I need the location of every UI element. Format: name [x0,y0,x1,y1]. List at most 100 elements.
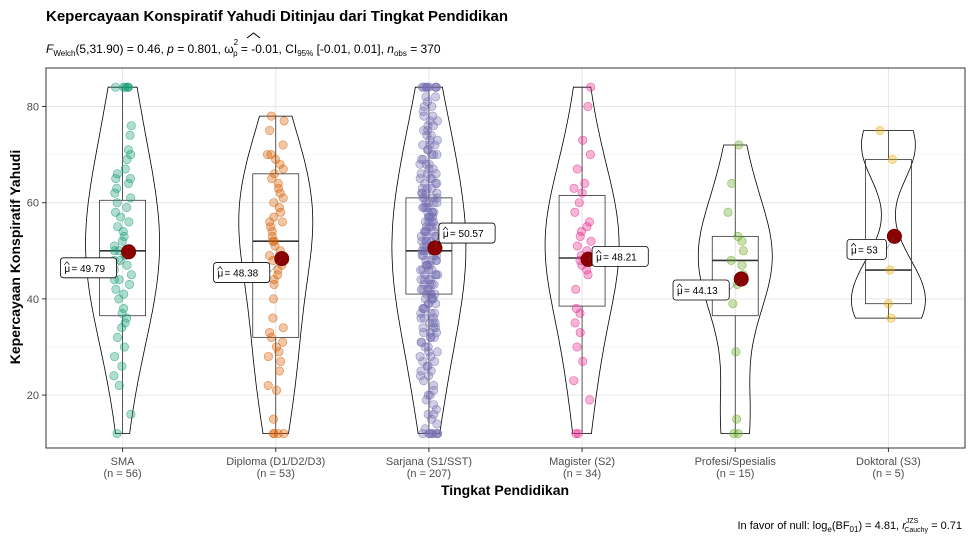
data-point [274,366,284,376]
data-point [418,323,428,333]
y-tick-label: 20 [27,390,39,402]
data-point [124,178,134,188]
x-tick-count: (n = 53) [257,468,295,480]
data-point [111,82,121,92]
data-point [419,328,429,338]
data-point [569,183,579,193]
data-point [430,356,440,366]
data-point [421,198,431,208]
data-point [266,150,276,160]
data-point [114,380,124,390]
data-point [120,318,130,328]
bayes-caption: In favor of null: loge(BF01) = 4.81, rJZ… [737,518,962,534]
data-point [268,414,278,424]
group-1: μ = 49.79 SMA(n = 56) [59,82,161,480]
data-point [875,126,885,136]
data-point [117,323,127,333]
data-point [421,395,431,405]
data-point [114,294,124,304]
data-point [265,126,275,136]
data-point [110,188,120,198]
data-point [278,323,288,333]
data-point [432,419,442,429]
data-point [268,313,278,323]
data-point [421,255,431,265]
data-point [268,294,278,304]
data-point [420,424,430,434]
chart-title: Kepercayaan Konspiratif Yahudi Ditinjau … [46,8,508,25]
data-point [419,376,429,386]
mean-label-value: = 48.38 [225,269,259,280]
data-point [125,130,135,140]
data-point [575,308,585,318]
x-tick-label: Sarjana (S1/SST) [386,456,472,468]
data-point [423,390,433,400]
data-point [275,188,285,198]
data-point [729,429,739,439]
data-point [431,299,441,309]
data-point [421,236,431,246]
data-point [422,231,432,241]
data-point [569,376,579,386]
data-point [269,429,279,439]
data-point [118,227,128,237]
data-point [586,236,596,246]
data-point [119,289,129,299]
mean-label-hat [850,242,857,247]
group-5: μ = 44.13 Profesi/Spesialis(n = 15) [672,140,777,480]
data-point [119,82,129,92]
data-point [423,361,433,371]
data-point [427,102,437,112]
data-point [120,164,130,174]
data-point [273,178,283,188]
data-point [584,217,594,227]
group-2: μ = 48.38 Diploma (D1/D2/D3)(n = 53) [213,111,325,480]
mean-label-hat [676,283,683,288]
data-point [263,352,273,362]
data-point [428,318,438,328]
data-point [431,404,441,414]
data-point [110,352,120,362]
mean-label-leader [886,236,895,250]
data-point [268,236,278,246]
data-point [575,231,585,241]
mean-label-hat [64,261,70,266]
data-point [267,231,277,241]
data-point [415,352,425,362]
data-point [416,308,426,318]
data-point [738,246,748,256]
data-point [426,366,436,376]
data-point [430,92,440,102]
data-point [117,236,127,246]
data-point [122,313,132,323]
x-axis-title: Tingkat Pendidikan [441,482,569,498]
data-point [267,227,277,237]
data-point [273,270,283,280]
data-point [279,429,289,439]
data-point [883,299,893,309]
mean-label-hat [442,226,449,231]
data-point [417,246,427,256]
data-point [430,178,440,188]
data-point [731,347,741,357]
data-point [119,342,129,352]
data-point [432,150,442,160]
data-point [583,102,593,112]
data-point [112,429,122,439]
data-point [269,169,279,179]
x-tick-label: Magister (S2) [549,456,615,468]
data-point [585,395,595,405]
data-point [125,174,135,184]
violin [697,144,773,434]
mean-label-mu: μ [596,252,602,263]
data-point [432,255,442,265]
data-point [423,347,433,357]
data-point [111,207,121,217]
data-point [428,429,438,439]
data-point [262,150,272,160]
mean-label-leader [729,278,742,291]
violin [85,86,161,434]
data-point [265,328,275,338]
x-tick-label: Profesi/Spesialis [695,456,777,468]
